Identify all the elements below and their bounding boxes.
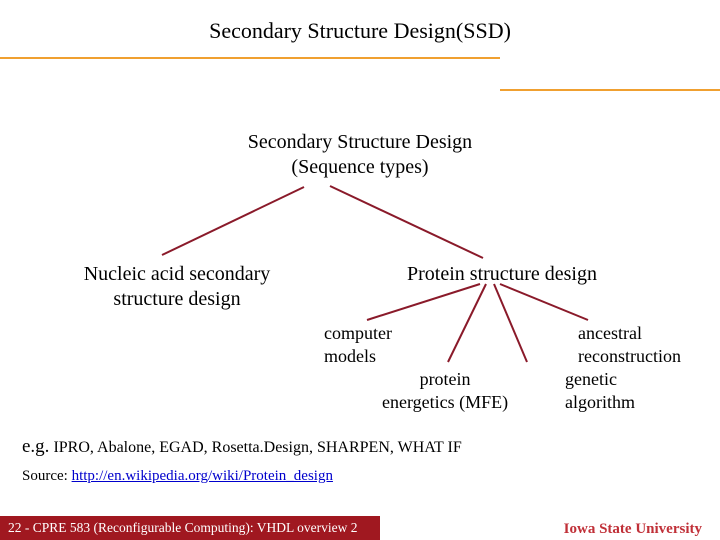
node-protein: Protein structure design [372,262,632,287]
source-label: Source: [22,468,72,484]
node-nucleic-acid-line1: Nucleic acid secondary [84,263,271,285]
leaf-genetic-algorithm: genetic algorithm [565,368,635,413]
leaf-protein-energetics-line2: energetics (MFE) [382,392,508,412]
leaf-computer-models-line2: models [324,346,376,366]
source-link[interactable]: http://en.wikipedia.org/wiki/Protein_des… [72,468,333,484]
page-title: Secondary Structure Design(SSD) [0,0,720,58]
node-nucleic-acid-line2: structure design [113,288,240,310]
leaf-genetic-algorithm-line1: genetic [565,369,617,389]
divider-top-left [0,57,500,59]
node-protein-text: Protein structure design [407,263,597,285]
leaf-ancestral-reconstruction-line1: ancestral [578,323,642,343]
source-line: Source: http://en.wikipedia.org/wiki/Pro… [22,468,333,485]
footer-left: 22 - CPRE 583 (Reconfigurable Computing)… [0,516,380,540]
leaf-protein-energetics: protein energetics (MFE) [382,368,508,413]
footer-right: Iowa State University [564,521,702,538]
leaf-computer-models: computer models [324,322,392,367]
leaf-computer-models-line1: computer [324,323,392,343]
leaf-protein-energetics-line1: protein [420,369,471,389]
subtitle-line1: Secondary Structure Design [248,131,472,153]
examples-label: e.g. [22,436,49,457]
leaf-genetic-algorithm-line2: algorithm [565,392,635,412]
node-nucleic-acid: Nucleic acid secondary structure design [62,262,292,312]
subtitle: Secondary Structure Design (Sequence typ… [0,130,720,180]
examples-text: IPRO, Abalone, EGAD, Rosetta.Design, SHA… [49,439,461,456]
divider-top-right [500,89,720,91]
leaf-ancestral-reconstruction: ancestral reconstruction [578,322,681,367]
examples-line: e.g. IPRO, Abalone, EGAD, Rosetta.Design… [22,436,462,458]
leaf-ancestral-reconstruction-line2: reconstruction [578,346,681,366]
subtitle-line2: (Sequence types) [291,156,428,178]
